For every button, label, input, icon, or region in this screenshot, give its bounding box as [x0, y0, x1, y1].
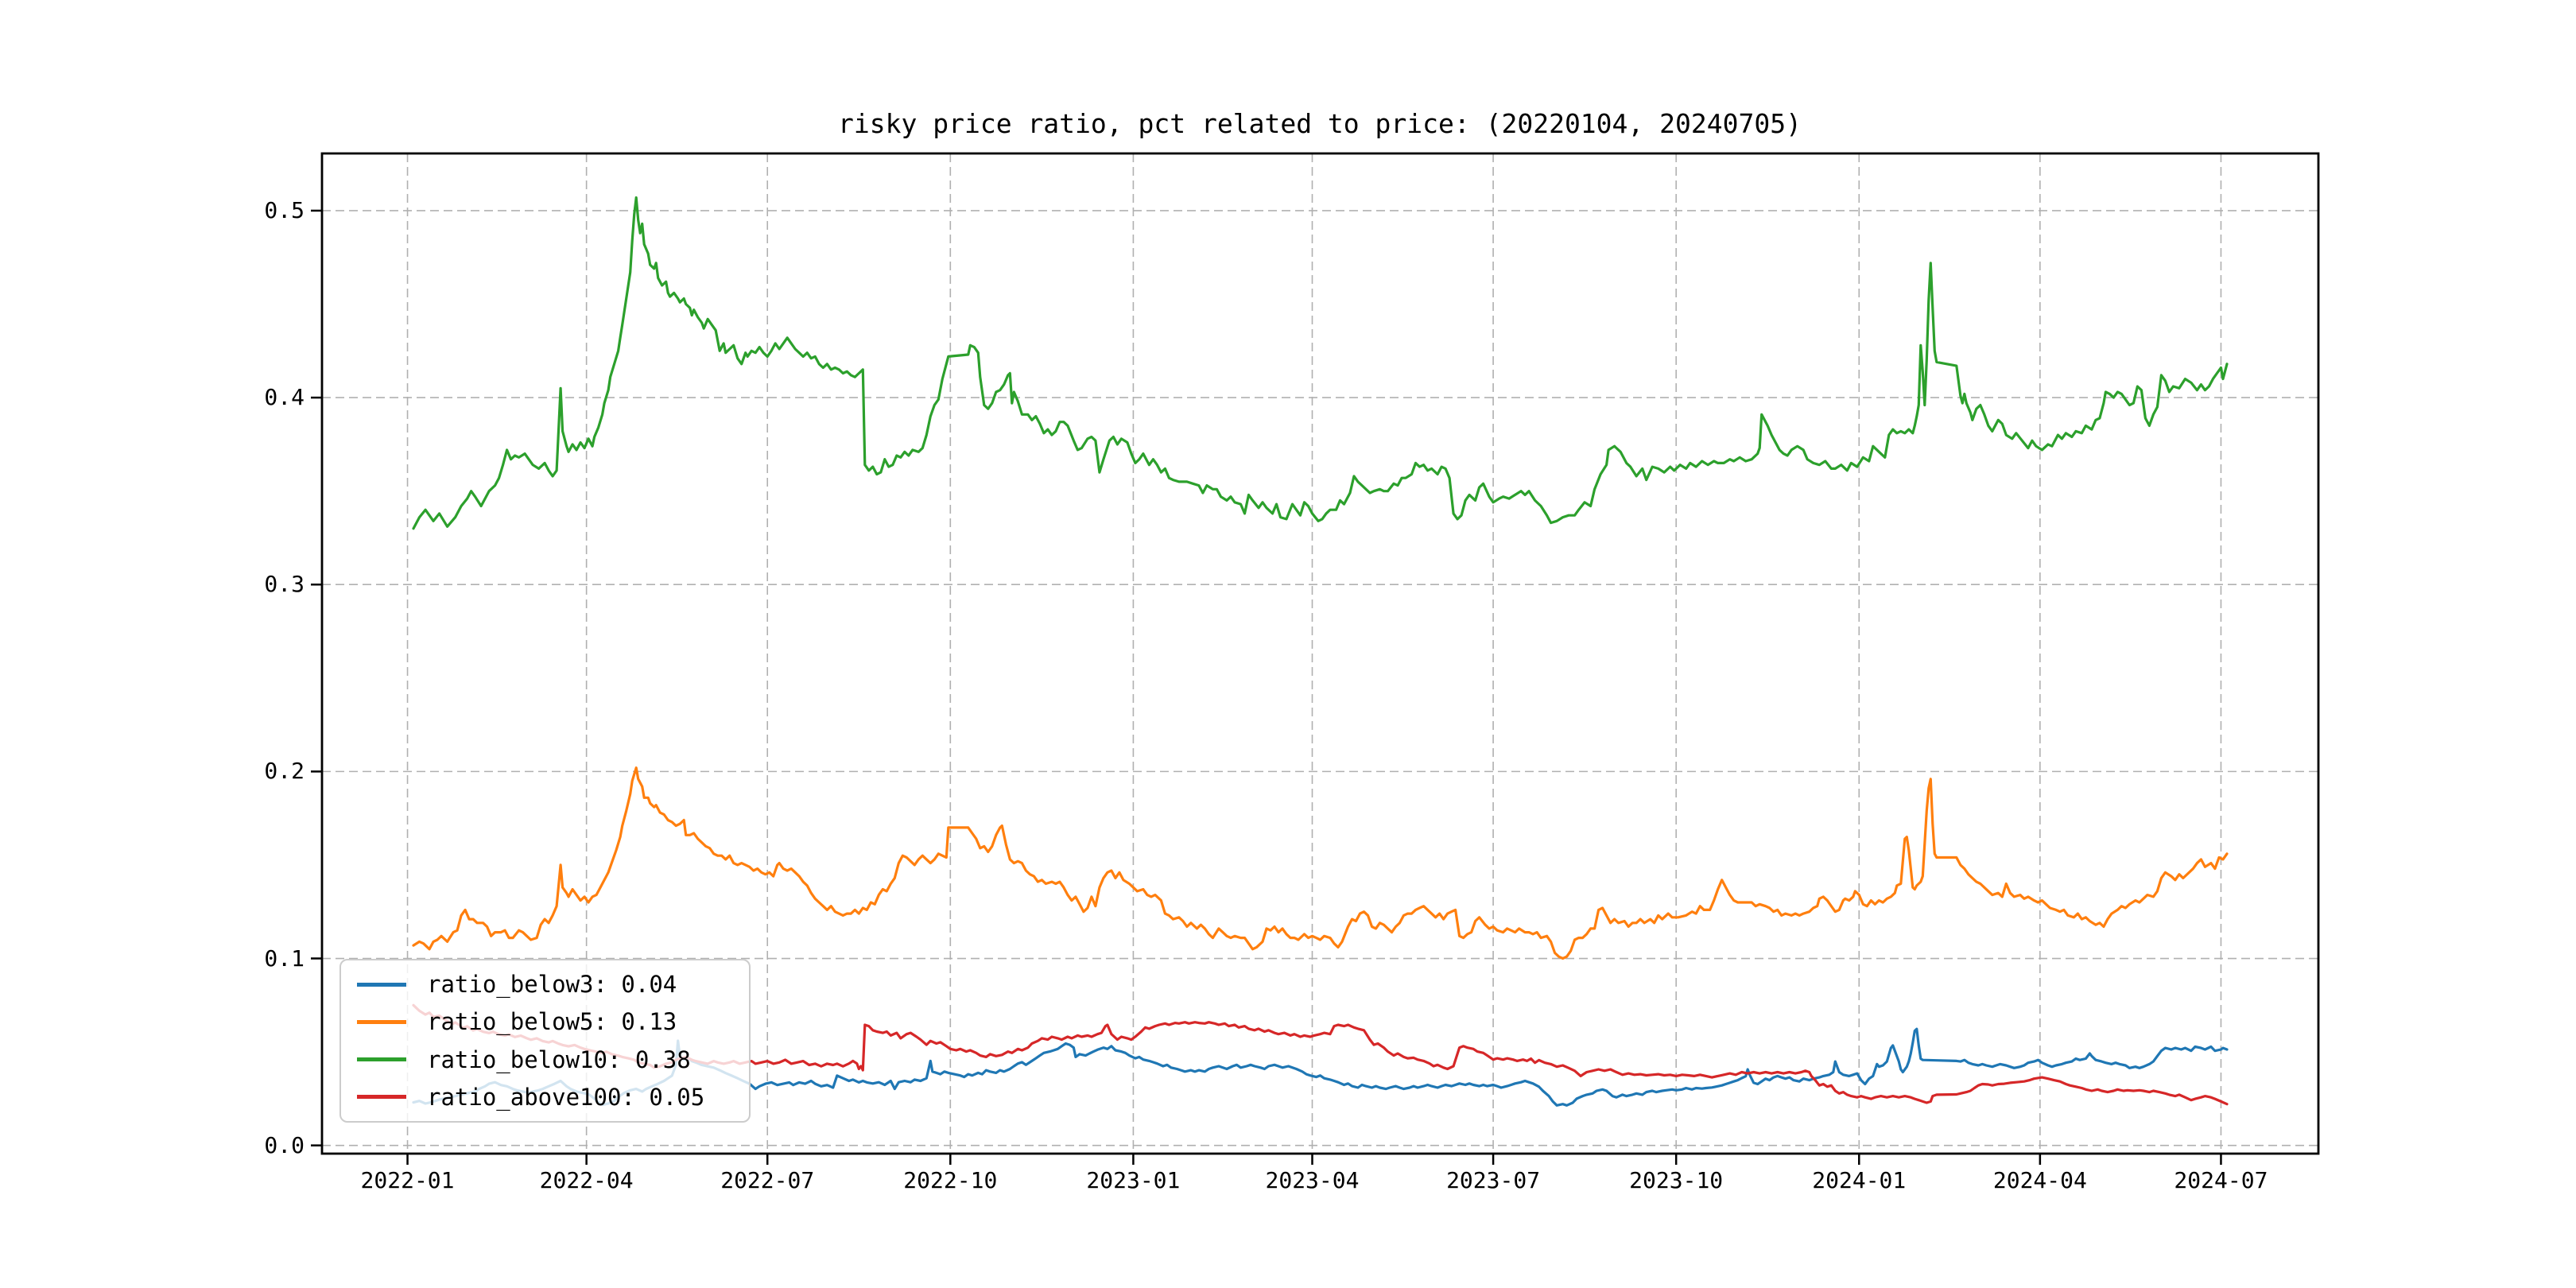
- x-tick-label: 2024-07: [2174, 1167, 2268, 1193]
- chart-title: risky price ratio, pct related to price:…: [838, 108, 1802, 139]
- x-tick-label: 2022-04: [539, 1167, 634, 1193]
- y-tick-label: 0.3: [264, 571, 305, 598]
- legend-item-ratio_below5: ratio_below5: 0.13: [357, 1008, 749, 1035]
- x-tick-label: 2022-10: [903, 1167, 998, 1193]
- legend-swatch-line: [357, 982, 406, 987]
- axes-spines: [320, 152, 2320, 1155]
- y-tick-label: 0.1: [264, 945, 305, 972]
- x-tick-label: 2024-01: [1812, 1167, 1907, 1193]
- legend-item-ratio_below10: ratio_below10: 0.38: [357, 1046, 749, 1073]
- legend-swatch-line: [357, 1019, 406, 1024]
- legend-swatch-line: [357, 1057, 406, 1062]
- x-tick-label: 2022-07: [720, 1167, 815, 1193]
- legend-swatch-line: [357, 1095, 406, 1100]
- legend-item-label: ratio_below5: 0.13: [427, 1008, 677, 1036]
- legend-item-ratio_below3: ratio_below3: 0.04: [357, 971, 749, 998]
- y-tick-label: 0.5: [264, 196, 305, 223]
- legend-item-ratio_above100: ratio_above100: 0.05: [357, 1084, 749, 1111]
- y-tick-label: 0.0: [264, 1131, 305, 1158]
- x-tick-label: 2022-01: [360, 1167, 455, 1193]
- x-tick-label: 2023-07: [1446, 1167, 1541, 1193]
- x-tick-label: 2023-01: [1086, 1167, 1181, 1193]
- x-tick-label: 2024-04: [1992, 1167, 2087, 1193]
- y-tick-label: 0.4: [264, 384, 305, 411]
- series-line-ratio_below5: [412, 766, 2229, 960]
- legend-item-label: ratio_below3: 0.04: [427, 971, 677, 999]
- legend-item-label: ratio_above100: 0.05: [427, 1083, 705, 1111]
- x-tick-label: 2023-04: [1265, 1167, 1360, 1193]
- y-tick-label: 0.2: [264, 758, 305, 785]
- series-line-ratio_below3: [412, 1027, 2229, 1107]
- legend: ratio_below3: 0.04 ratio_below5: 0.13 rati…: [339, 959, 751, 1123]
- series-line-ratio_below10: [412, 196, 2229, 530]
- x-tick-label: 2023-10: [1629, 1167, 1724, 1193]
- legend-item-label: ratio_below10: 0.38: [427, 1046, 691, 1073]
